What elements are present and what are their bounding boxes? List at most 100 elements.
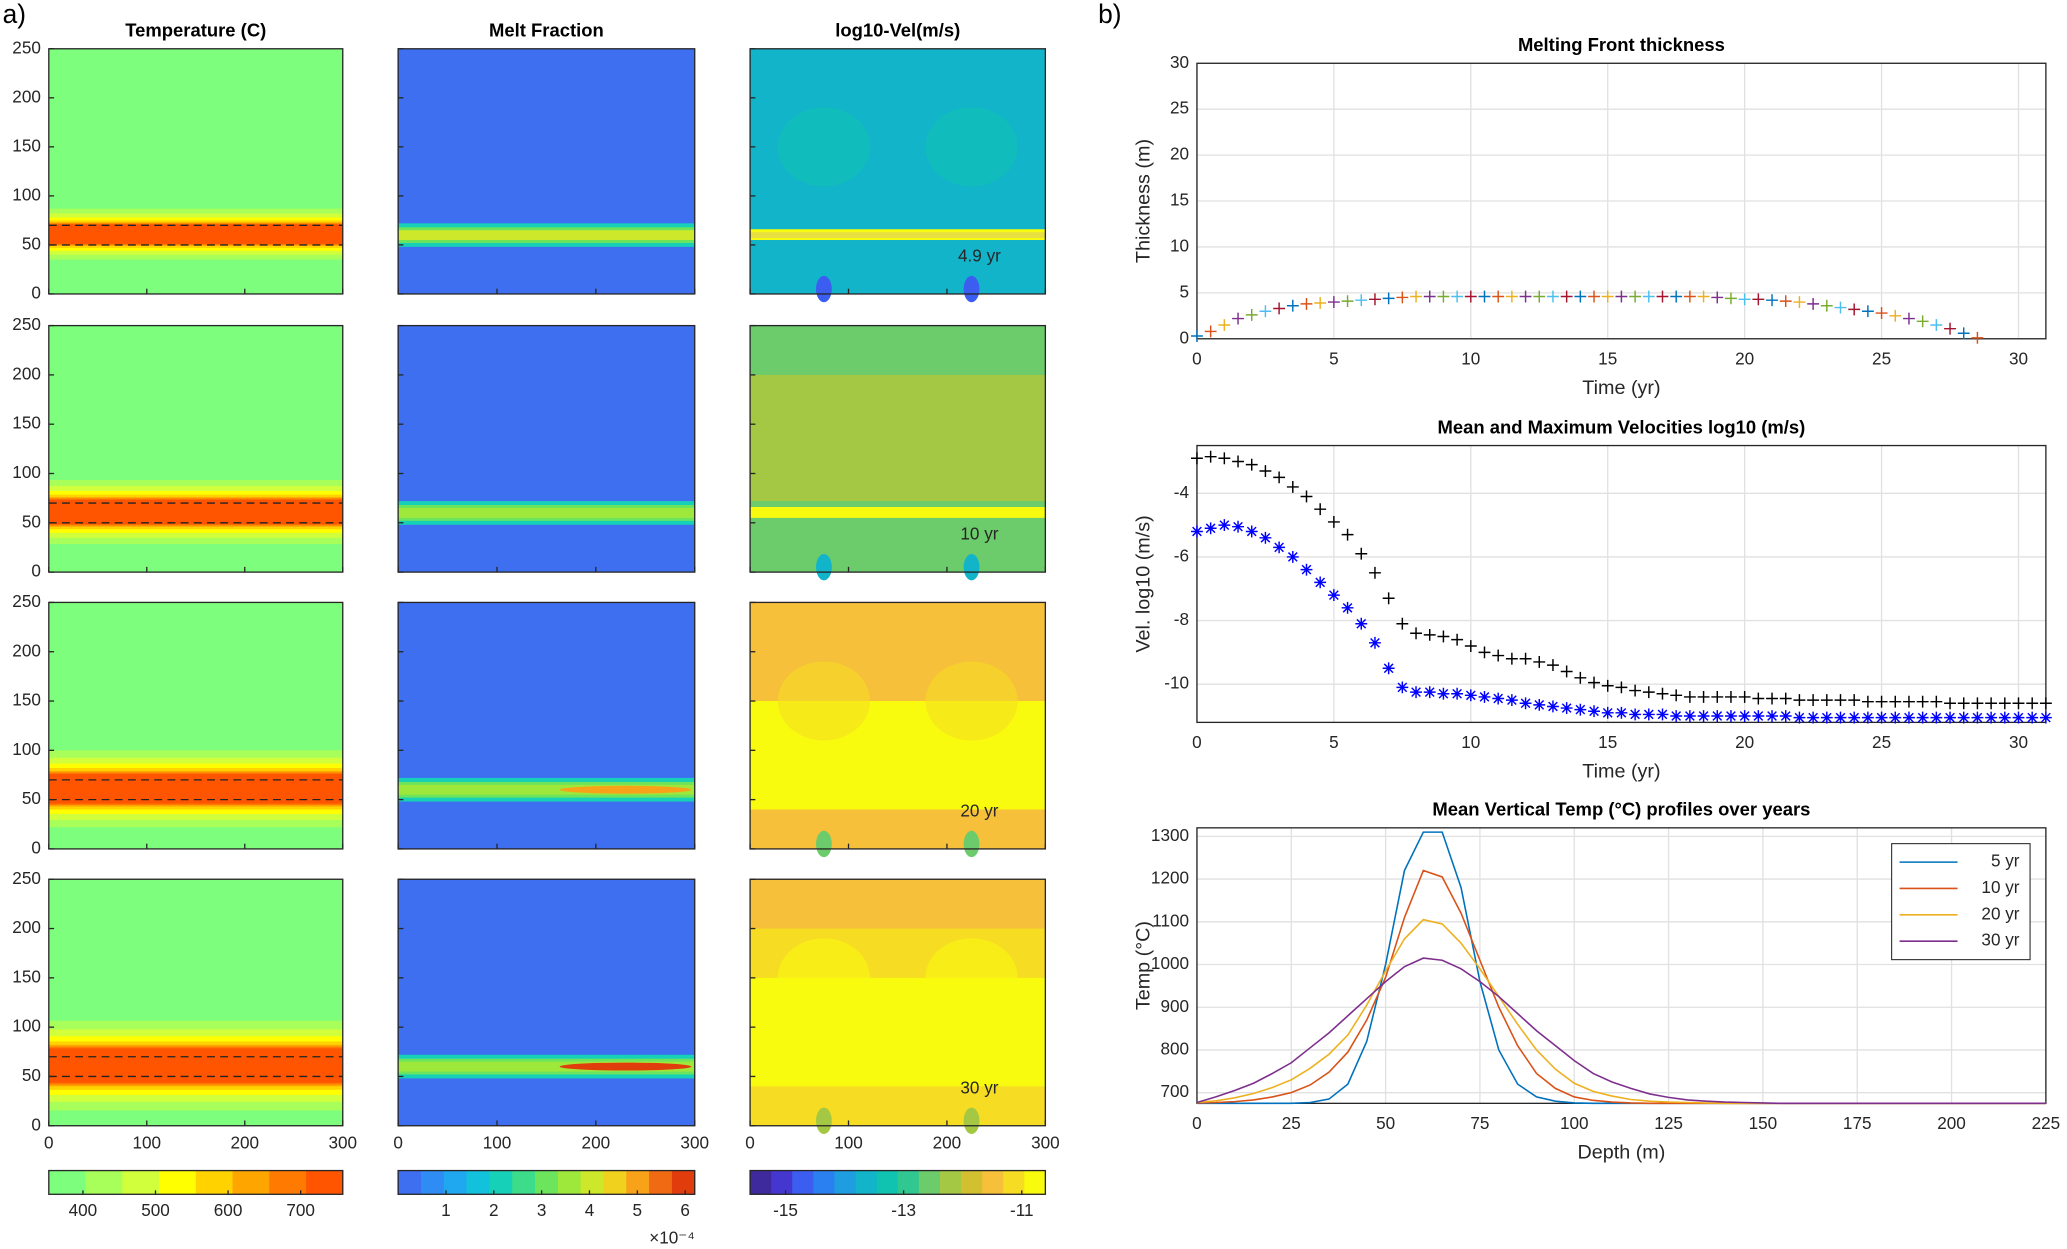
colorbar-segment <box>85 1170 123 1195</box>
y-tick-label: 150 <box>12 966 41 986</box>
colorbar-segment <box>771 1170 793 1195</box>
colorbar-segment <box>897 1170 920 1195</box>
marker <box>1396 681 1409 694</box>
x-tick-label: 25 <box>1872 348 1891 368</box>
marker <box>1560 665 1573 678</box>
x-tick-label: 75 <box>1470 1113 1489 1133</box>
marker <box>1670 689 1683 702</box>
contour-lobe <box>925 661 1018 741</box>
contour-panel <box>48 879 343 1126</box>
marker <box>1683 710 1696 722</box>
marker <box>1697 690 1710 703</box>
line <box>1196 957 2046 1105</box>
marker <box>1519 290 1532 303</box>
y-tick-label: 200 <box>12 917 41 937</box>
marker <box>1820 694 1833 707</box>
marker <box>1464 290 1477 303</box>
marker <box>1766 710 1778 722</box>
marker <box>1957 327 1970 340</box>
contour-band <box>398 508 695 518</box>
marker <box>1382 292 1395 305</box>
marker <box>1629 684 1642 697</box>
marker <box>1369 566 1381 579</box>
marker <box>1204 325 1217 338</box>
marker <box>1875 695 1888 708</box>
colorbar-segment <box>48 1170 86 1195</box>
marker <box>1327 589 1340 602</box>
marker <box>2012 711 2025 724</box>
colorbar-tick-label: 2 <box>489 1200 499 1220</box>
marker <box>1738 690 1751 703</box>
axes-frame <box>749 48 1047 295</box>
marker <box>1642 708 1655 721</box>
y-tick-label: 900 <box>1160 996 1189 1016</box>
marker <box>1971 711 1984 724</box>
marker <box>1656 708 1669 721</box>
contour-lobe <box>777 384 871 464</box>
marker <box>1615 681 1628 694</box>
contour-band <box>750 783 1046 795</box>
chart-title: Melting Front thickness <box>1518 34 1725 55</box>
marker <box>1656 687 1669 700</box>
marker <box>1300 563 1313 576</box>
contour-band <box>398 1061 695 1072</box>
x-axis-label: Depth (m) <box>1577 1142 1665 1164</box>
x-tick-label: 20 <box>1735 348 1754 368</box>
colorbar-segment <box>1024 1170 1046 1195</box>
colorbar-segment <box>398 1170 422 1195</box>
marker <box>1547 290 1559 303</box>
marker <box>1492 649 1505 662</box>
marker <box>1683 690 1696 703</box>
marker <box>1615 290 1628 303</box>
marker <box>1711 291 1724 304</box>
x-tick-label: 300 <box>328 1133 357 1153</box>
contour-spot <box>963 830 980 858</box>
colorbar-segment <box>420 1170 445 1195</box>
contour-panel <box>398 325 695 573</box>
marker <box>1642 686 1655 699</box>
contour-band <box>750 879 1046 929</box>
x-axis-label: Time (yr) <box>1582 377 1660 399</box>
y-tick-label: -10 <box>1164 673 1189 693</box>
time-label: 20 yr <box>960 801 998 821</box>
contour-panel <box>750 879 1046 1134</box>
colorbar-segment <box>750 1170 772 1195</box>
contour-band <box>48 224 343 244</box>
x-tick-label: 100 <box>132 1133 161 1153</box>
colorbar-segment <box>939 1170 962 1195</box>
marker <box>1341 295 1354 308</box>
y-tick-label: 1300 <box>1151 825 1189 845</box>
colorbar-tick-label: 1 <box>441 1200 451 1220</box>
colorbar-segment <box>306 1170 344 1195</box>
y-tick-label: 30 <box>1170 52 1189 72</box>
colorbar-frame <box>397 1169 696 1195</box>
y-tick-label: 100 <box>12 462 41 482</box>
y-tick-label: 150 <box>12 135 41 155</box>
legend-label: 30 yr <box>1981 930 2019 950</box>
plot-area <box>1196 445 2046 723</box>
marker <box>1725 292 1737 305</box>
marker <box>1725 710 1737 722</box>
colorbar-segment <box>671 1170 696 1195</box>
marker <box>1779 692 1792 705</box>
axes-frame <box>48 878 344 1127</box>
colorbar-segment <box>982 1170 1004 1195</box>
contour-panel <box>750 602 1046 858</box>
y-tick-label: 0 <box>31 561 41 581</box>
marker <box>1492 692 1505 705</box>
colorbar-segment <box>512 1170 536 1195</box>
axes-frame <box>749 878 1047 1127</box>
marker <box>1273 471 1286 484</box>
colorbar-segment <box>792 1170 814 1195</box>
x-tick-label: 10 <box>1461 732 1480 752</box>
marker <box>1369 636 1381 649</box>
axes-frame <box>1196 444 2047 724</box>
marker <box>1547 659 1559 672</box>
marker <box>1916 695 1929 708</box>
contour-band <box>750 232 1046 239</box>
colorbar-segment <box>960 1170 983 1195</box>
marker <box>1478 690 1491 703</box>
y-tick-label: 200 <box>12 640 41 660</box>
legend-label: 5 yr <box>1991 851 2020 871</box>
marker <box>1505 694 1518 707</box>
